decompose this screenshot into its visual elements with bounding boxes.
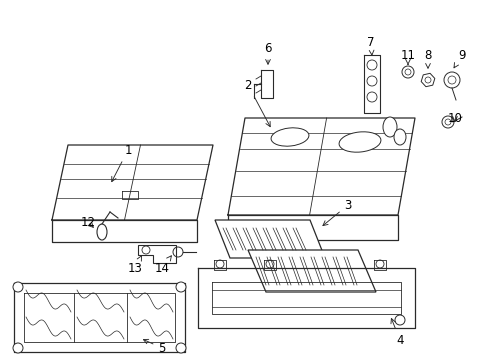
Polygon shape xyxy=(52,145,213,220)
Text: 13: 13 xyxy=(127,256,142,274)
Polygon shape xyxy=(138,245,176,263)
Text: 3: 3 xyxy=(322,198,351,226)
Polygon shape xyxy=(198,268,414,328)
Text: 14: 14 xyxy=(154,256,171,274)
Text: 1: 1 xyxy=(111,144,131,182)
Polygon shape xyxy=(14,283,184,352)
Ellipse shape xyxy=(382,117,396,137)
Ellipse shape xyxy=(393,129,405,145)
Text: 2: 2 xyxy=(244,78,270,127)
Circle shape xyxy=(13,282,23,292)
Text: 5: 5 xyxy=(143,339,165,355)
Ellipse shape xyxy=(97,224,107,240)
Ellipse shape xyxy=(338,132,380,152)
Circle shape xyxy=(176,343,185,353)
Text: 7: 7 xyxy=(366,36,374,55)
Text: 11: 11 xyxy=(400,49,415,64)
Text: 8: 8 xyxy=(424,49,431,68)
Polygon shape xyxy=(247,250,375,292)
Text: 4: 4 xyxy=(390,319,403,346)
Circle shape xyxy=(176,282,185,292)
Text: 10: 10 xyxy=(447,112,462,125)
Circle shape xyxy=(13,343,23,353)
Polygon shape xyxy=(227,118,414,215)
Text: 12: 12 xyxy=(81,216,95,229)
Ellipse shape xyxy=(270,128,308,146)
Text: 6: 6 xyxy=(264,41,271,64)
Polygon shape xyxy=(215,220,325,258)
Text: 9: 9 xyxy=(453,49,465,68)
